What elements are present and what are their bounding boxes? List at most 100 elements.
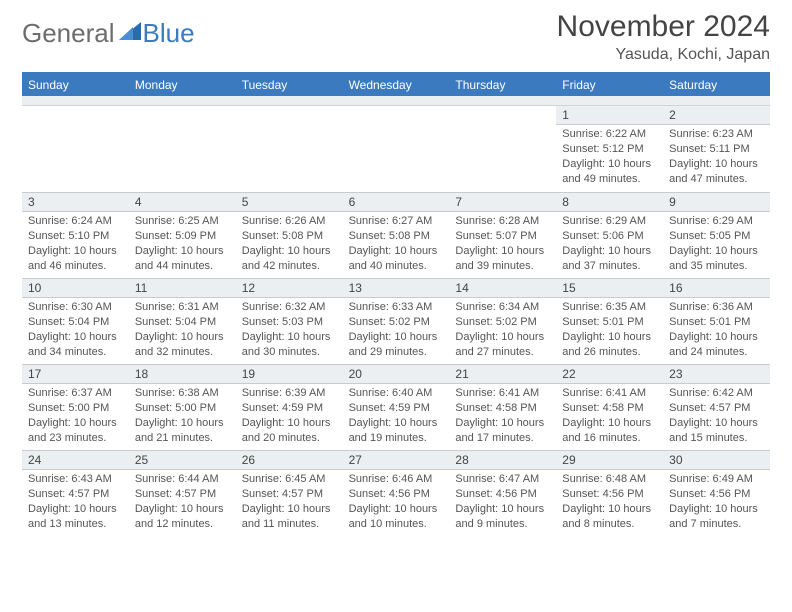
weekday-wednesday: Wednesday xyxy=(343,74,450,96)
sunset-text: Sunset: 5:02 PM xyxy=(455,315,550,330)
day-cell xyxy=(449,106,556,192)
day-body: Sunrise: 6:29 AMSunset: 5:06 PMDaylight:… xyxy=(556,212,663,277)
logo: General Blue xyxy=(22,10,195,51)
daylight-text: Daylight: 10 hours and 10 minutes. xyxy=(349,502,444,532)
day-number-band: 28 xyxy=(449,450,556,470)
daylight-text: Daylight: 10 hours and 42 minutes. xyxy=(242,244,337,274)
sunset-text: Sunset: 5:09 PM xyxy=(135,229,230,244)
sunset-text: Sunset: 4:56 PM xyxy=(455,487,550,502)
daylight-text: Daylight: 10 hours and 29 minutes. xyxy=(349,330,444,360)
day-body: Sunrise: 6:35 AMSunset: 5:01 PMDaylight:… xyxy=(556,298,663,363)
daylight-text: Daylight: 10 hours and 11 minutes. xyxy=(242,502,337,532)
sunrise-text: Sunrise: 6:37 AM xyxy=(28,386,123,401)
day-cell: 22Sunrise: 6:41 AMSunset: 4:58 PMDayligh… xyxy=(556,364,663,450)
daylight-text: Daylight: 10 hours and 32 minutes. xyxy=(135,330,230,360)
sunrise-text: Sunrise: 6:24 AM xyxy=(28,214,123,229)
week-row: 10Sunrise: 6:30 AMSunset: 5:04 PMDayligh… xyxy=(22,278,770,364)
day-number-band: 20 xyxy=(343,364,450,384)
day-number-band: 8 xyxy=(556,192,663,212)
weekday-tuesday: Tuesday xyxy=(236,74,343,96)
daylight-text: Daylight: 10 hours and 24 minutes. xyxy=(669,330,764,360)
day-cell: 30Sunrise: 6:49 AMSunset: 4:56 PMDayligh… xyxy=(663,450,770,536)
weekday-monday: Monday xyxy=(129,74,236,96)
day-cell: 26Sunrise: 6:45 AMSunset: 4:57 PMDayligh… xyxy=(236,450,343,536)
sunrise-text: Sunrise: 6:27 AM xyxy=(349,214,444,229)
day-body: Sunrise: 6:39 AMSunset: 4:59 PMDaylight:… xyxy=(236,384,343,449)
daylight-text: Daylight: 10 hours and 20 minutes. xyxy=(242,416,337,446)
day-number-band: 23 xyxy=(663,364,770,384)
day-body: Sunrise: 6:43 AMSunset: 4:57 PMDaylight:… xyxy=(22,470,129,535)
daylight-text: Daylight: 10 hours and 21 minutes. xyxy=(135,416,230,446)
day-number: 10 xyxy=(28,280,123,296)
sunset-text: Sunset: 4:57 PM xyxy=(669,401,764,416)
day-body xyxy=(449,109,556,115)
daylight-text: Daylight: 10 hours and 47 minutes. xyxy=(669,157,764,187)
day-body: Sunrise: 6:37 AMSunset: 5:00 PMDaylight:… xyxy=(22,384,129,449)
sunrise-text: Sunrise: 6:34 AM xyxy=(455,300,550,315)
sunset-text: Sunset: 5:03 PM xyxy=(242,315,337,330)
day-cell: 10Sunrise: 6:30 AMSunset: 5:04 PMDayligh… xyxy=(22,278,129,364)
day-body: Sunrise: 6:26 AMSunset: 5:08 PMDaylight:… xyxy=(236,212,343,277)
day-cell: 27Sunrise: 6:46 AMSunset: 4:56 PMDayligh… xyxy=(343,450,450,536)
daylight-text: Daylight: 10 hours and 26 minutes. xyxy=(562,330,657,360)
sunset-text: Sunset: 4:56 PM xyxy=(349,487,444,502)
daylight-text: Daylight: 10 hours and 7 minutes. xyxy=(669,502,764,532)
logo-word2: Blue xyxy=(143,18,195,49)
day-number-band: 3 xyxy=(22,192,129,212)
day-number: 20 xyxy=(349,366,444,382)
daylight-text: Daylight: 10 hours and 13 minutes. xyxy=(28,502,123,532)
sunset-text: Sunset: 5:00 PM xyxy=(28,401,123,416)
day-number-band: 21 xyxy=(449,364,556,384)
day-body: Sunrise: 6:47 AMSunset: 4:56 PMDaylight:… xyxy=(449,470,556,535)
daylight-text: Daylight: 10 hours and 12 minutes. xyxy=(135,502,230,532)
day-cell xyxy=(129,106,236,192)
day-number-band: 27 xyxy=(343,450,450,470)
location: Yasuda, Kochi, Japan xyxy=(557,46,770,64)
title-block: November 2024 Yasuda, Kochi, Japan xyxy=(557,10,770,64)
sunset-text: Sunset: 4:58 PM xyxy=(455,401,550,416)
weekday-thursday: Thursday xyxy=(449,74,556,96)
day-number-band: 1 xyxy=(556,106,663,125)
day-body xyxy=(129,109,236,115)
day-number-band: 25 xyxy=(129,450,236,470)
day-cell: 24Sunrise: 6:43 AMSunset: 4:57 PMDayligh… xyxy=(22,450,129,536)
day-number: 9 xyxy=(669,194,764,210)
day-body: Sunrise: 6:36 AMSunset: 5:01 PMDaylight:… xyxy=(663,298,770,363)
sunset-text: Sunset: 4:58 PM xyxy=(562,401,657,416)
day-cell: 17Sunrise: 6:37 AMSunset: 5:00 PMDayligh… xyxy=(22,364,129,450)
day-number-band: 4 xyxy=(129,192,236,212)
day-body: Sunrise: 6:28 AMSunset: 5:07 PMDaylight:… xyxy=(449,212,556,277)
day-number: 18 xyxy=(135,366,230,382)
daylight-text: Daylight: 10 hours and 49 minutes. xyxy=(562,157,657,187)
day-number: 14 xyxy=(455,280,550,296)
day-body: Sunrise: 6:27 AMSunset: 5:08 PMDaylight:… xyxy=(343,212,450,277)
day-number-band: 14 xyxy=(449,278,556,298)
sunrise-text: Sunrise: 6:28 AM xyxy=(455,214,550,229)
day-cell: 25Sunrise: 6:44 AMSunset: 4:57 PMDayligh… xyxy=(129,450,236,536)
sunset-text: Sunset: 5:00 PM xyxy=(135,401,230,416)
sunset-text: Sunset: 5:01 PM xyxy=(669,315,764,330)
daylight-text: Daylight: 10 hours and 46 minutes. xyxy=(28,244,123,274)
day-body: Sunrise: 6:42 AMSunset: 4:57 PMDaylight:… xyxy=(663,384,770,449)
day-body xyxy=(236,109,343,115)
day-body: Sunrise: 6:34 AMSunset: 5:02 PMDaylight:… xyxy=(449,298,556,363)
sunset-text: Sunset: 4:59 PM xyxy=(242,401,337,416)
day-number-band: 16 xyxy=(663,278,770,298)
sunset-text: Sunset: 5:04 PM xyxy=(135,315,230,330)
day-body: Sunrise: 6:29 AMSunset: 5:05 PMDaylight:… xyxy=(663,212,770,277)
day-body: Sunrise: 6:40 AMSunset: 4:59 PMDaylight:… xyxy=(343,384,450,449)
day-body: Sunrise: 6:23 AMSunset: 5:11 PMDaylight:… xyxy=(663,125,770,190)
sunrise-text: Sunrise: 6:48 AM xyxy=(562,472,657,487)
sunrise-text: Sunrise: 6:32 AM xyxy=(242,300,337,315)
day-cell: 11Sunrise: 6:31 AMSunset: 5:04 PMDayligh… xyxy=(129,278,236,364)
day-number: 26 xyxy=(242,452,337,468)
sunrise-text: Sunrise: 6:40 AM xyxy=(349,386,444,401)
day-cell xyxy=(236,106,343,192)
day-cell: 2Sunrise: 6:23 AMSunset: 5:11 PMDaylight… xyxy=(663,106,770,192)
day-number: 28 xyxy=(455,452,550,468)
day-cell: 1Sunrise: 6:22 AMSunset: 5:12 PMDaylight… xyxy=(556,106,663,192)
sunrise-text: Sunrise: 6:41 AM xyxy=(562,386,657,401)
day-number-band: 5 xyxy=(236,192,343,212)
week-row: 17Sunrise: 6:37 AMSunset: 5:00 PMDayligh… xyxy=(22,364,770,450)
weekday-header: Sunday Monday Tuesday Wednesday Thursday… xyxy=(22,74,770,96)
